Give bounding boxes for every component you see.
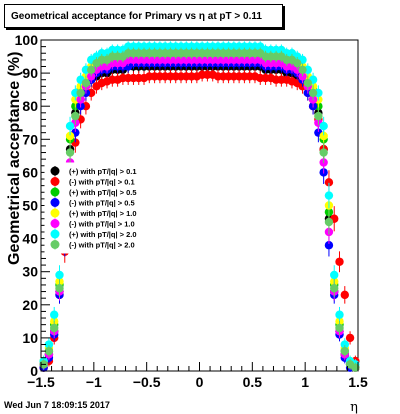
data-point xyxy=(44,346,54,356)
data-point xyxy=(81,78,91,88)
data-point xyxy=(319,131,328,141)
data-point xyxy=(303,78,313,88)
x-tick-label: 1 xyxy=(301,374,309,390)
data-point xyxy=(86,72,96,81)
x-axis-label: η xyxy=(350,400,358,414)
x-tick-label: 0.5 xyxy=(243,374,263,390)
chart-title: Geometrical acceptance for Primary vs η … xyxy=(4,4,283,28)
data-point xyxy=(324,241,334,250)
y-tick-label: 40 xyxy=(22,231,38,247)
legend-box xyxy=(44,162,162,254)
y-tick-label: 10 xyxy=(22,330,38,346)
x-tick-label: 0 xyxy=(196,374,204,390)
x-tick-label: −1.5 xyxy=(27,374,55,390)
legend-label: (-) with pT/|q| > 0.1 xyxy=(69,178,135,187)
data-point xyxy=(298,65,307,74)
data-point xyxy=(298,72,307,81)
data-point xyxy=(76,88,85,98)
data-point xyxy=(86,65,96,74)
data-point xyxy=(293,58,302,68)
y-tick-label: 20 xyxy=(22,297,38,313)
data-point xyxy=(314,111,323,121)
legend-label: (+) with pT/|q| > 0.5 xyxy=(69,188,137,197)
data-point xyxy=(340,290,349,300)
y-tick-label: 70 xyxy=(22,131,38,147)
y-tick-label: 30 xyxy=(22,264,38,280)
data-point xyxy=(335,310,344,319)
data-point xyxy=(65,148,75,157)
data-point xyxy=(319,148,328,157)
data-point xyxy=(44,340,54,349)
legend-label: (+) with pT/|q| > 1.0 xyxy=(69,209,137,218)
data-point xyxy=(324,217,334,227)
data-point xyxy=(351,363,360,372)
axes: 0 10 20 30 40 50 60 70 80 90 100 −1.5 −1 −0.5 0 0.5 1 1.5 xyxy=(15,32,368,390)
legend-label: (+) with pT/|q| > 2.0 xyxy=(69,230,137,239)
data-point xyxy=(55,284,64,293)
legend-label: (-) with pT/|q| > 0.5 xyxy=(69,199,135,208)
data-point xyxy=(50,310,59,319)
series-2 xyxy=(39,68,360,372)
data-point xyxy=(335,257,344,266)
y-tick-label: 90 xyxy=(22,65,38,81)
x-tick-label: −1 xyxy=(86,374,102,390)
timestamp-footer: Wed Jun 7 18:09:15 2017 xyxy=(4,400,110,410)
data-point xyxy=(71,111,80,121)
y-tick-label: 80 xyxy=(22,98,38,114)
data-point xyxy=(330,270,339,280)
data-point xyxy=(324,178,334,187)
data-point xyxy=(308,88,318,98)
legend-label: (-) with pT/|q| > 1.0 xyxy=(69,220,135,229)
y-tick-label: 0 xyxy=(30,363,38,379)
data-point xyxy=(65,121,75,131)
data-points xyxy=(39,41,360,372)
y-tick-label: 50 xyxy=(22,198,38,214)
legend: (+) with pT/|q| > 0.1 (-) with pT/|q| > 0… xyxy=(44,162,162,254)
y-tick-label: 100 xyxy=(15,32,39,48)
data-point xyxy=(330,284,339,293)
y-axis-label: Geometrical acceptance (%) xyxy=(6,52,23,265)
data-point xyxy=(335,323,344,333)
legend-label: (+) with pT/|q| > 0.1 xyxy=(69,167,137,176)
data-point xyxy=(50,323,59,333)
data-point xyxy=(324,191,334,200)
x-tick-label: −0.5 xyxy=(133,374,161,390)
y-tick-label: 60 xyxy=(22,164,38,180)
data-point xyxy=(55,270,64,280)
data-point xyxy=(345,333,355,343)
legend-label: (-) with pT/|q| > 2.0 xyxy=(69,241,135,250)
x-tick-label: 1.5 xyxy=(348,374,368,390)
data-point xyxy=(340,346,349,356)
data-point xyxy=(340,340,349,349)
data-point xyxy=(65,131,75,141)
data-point xyxy=(319,121,328,131)
